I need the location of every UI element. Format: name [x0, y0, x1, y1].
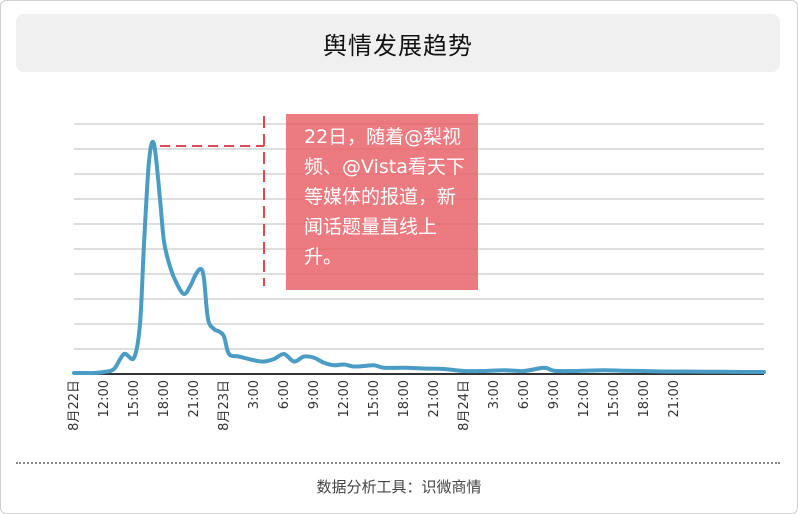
footer-divider: [16, 462, 780, 464]
annotation-box: 22日，随着@梨视频、@Vista看天下等媒体的报道，新闻话题量直线上升。: [286, 114, 478, 290]
x-tick-label: 21:00: [187, 380, 202, 417]
series-line: [72, 139, 766, 376]
x-tick-label: 18:00: [637, 380, 652, 417]
x-tick-labels: 8月22日 12:00 15:00 18:00 21:00 8月23日 3:00 6:00 9:…: [67, 380, 682, 431]
x-tick-label: 18:00: [397, 380, 412, 417]
x-tick-label: 6:00: [277, 380, 292, 409]
x-tick-label: 8月23日: [217, 380, 232, 431]
x-tick-label: 8月22日: [67, 380, 82, 431]
x-tick-label: 9:00: [307, 380, 322, 409]
x-tick-label: 12:00: [97, 380, 112, 417]
x-tick-label: 8月24日: [457, 380, 472, 431]
x-tick-label: 15:00: [127, 380, 142, 417]
peak-marker: [160, 116, 265, 286]
x-tick-label: 12:00: [577, 380, 592, 417]
x-tick-label: 18:00: [157, 380, 172, 417]
x-tick-label: 3:00: [487, 380, 502, 409]
x-tick-label: 12:00: [337, 380, 352, 417]
chart-title: 舆情发展趋势: [323, 31, 473, 60]
x-tick-label: 15:00: [607, 380, 622, 417]
x-tick-label: 3:00: [247, 380, 262, 409]
x-tick-label: 15:00: [367, 380, 382, 417]
x-tick-label: 21:00: [667, 380, 682, 417]
footer-source: 数据分析工具：识微商情: [316, 478, 482, 496]
x-tick-label: 21:00: [427, 380, 442, 417]
title-bar: 舆情发展趋势: [16, 14, 780, 72]
x-tick-label: 6:00: [517, 380, 532, 409]
x-tick-label: 9:00: [547, 380, 562, 409]
